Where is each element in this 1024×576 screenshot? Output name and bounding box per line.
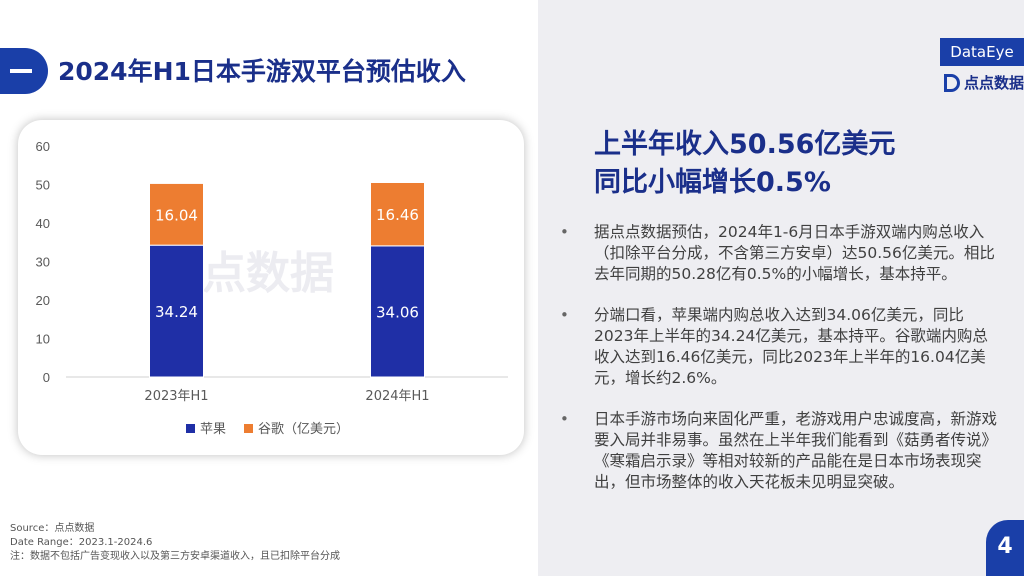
headline: 上半年收入50.56亿美元 同比小幅增长0.5% (594, 126, 895, 202)
bullet-text: 据点点数据预估，2024年1-6月日本手游双端内购总收入（扣除平台分成，不含第三… (594, 223, 995, 283)
right-panel-background (538, 0, 1024, 576)
chart-card: 点点数据 0 10 20 30 40 50 60 34.24 16.04 2023年H1 34.06 1… (18, 120, 524, 455)
footer-notes: Source：点点数据 Date Range：2023.1-2024.6 注：数… (10, 522, 340, 564)
legend-label: 谷歌（亿美元） (258, 422, 349, 437)
bullet-dot-icon: • (560, 410, 569, 428)
data-label: 34.24 (155, 303, 198, 321)
y-tick-label: 60 (36, 139, 50, 154)
bullet-item: • 日本手游市场向来固化严重，老游戏用户忠诚度高，新游戏要入局并非易事。虽然在上半… (560, 409, 1000, 493)
dataeye-logo: DataEye (940, 38, 1024, 66)
bar-segment (149, 244, 204, 378)
bar-segment (370, 181, 425, 247)
legend-swatch (186, 424, 195, 433)
title-dash (10, 69, 32, 73)
footer-date-range: Date Range：2023.1-2024.6 (10, 537, 153, 548)
data-label: 16.46 (376, 206, 419, 224)
bullet-dot-icon: • (560, 223, 569, 241)
bar-segment (149, 182, 204, 246)
headline-line-2: 同比小幅增长0.5% (594, 167, 831, 198)
footer-source: Source：点点数据 (10, 523, 95, 534)
revenue-stacked-bar-chart: 点点数据010203040506034.2416.042023年H134.061… (36, 139, 508, 437)
diandian-logo-text: 点点数据 (964, 74, 1024, 92)
slide-title: 2024年H1日本手游双平台预估收入 (58, 57, 466, 86)
bullet-list: • 据点点数据预估，2024年1-6月日本手游双端内购总收入（扣除平台分成，不含第… (560, 222, 1000, 513)
bullet-text: 分端口看，苹果端内购总收入达到34.06亿美元，同比2023年上半年的34.24… (594, 306, 988, 387)
y-tick-label: 20 (36, 293, 50, 308)
page-number: 4 (986, 520, 1024, 576)
y-tick-label: 50 (36, 178, 50, 193)
headline-line-1: 上半年收入50.56亿美元 (594, 129, 896, 160)
y-tick-label: 0 (43, 370, 50, 385)
bullet-dot-icon: • (560, 306, 569, 324)
bullet-item: • 分端口看，苹果端内购总收入达到34.06亿美元，同比2023年上半年的34.2… (560, 305, 1000, 389)
bar-segment (370, 245, 425, 378)
bullet-text: 日本手游市场向来固化严重，老游戏用户忠诚度高，新游戏要入局并非易事。虽然在上半年… (594, 410, 998, 491)
x-tick-label: 2024年H1 (365, 389, 429, 404)
y-tick-label: 30 (36, 255, 50, 270)
footer-note: 注：数据不包括广告变现收入以及第三方安卓渠道收入，且已扣除平台分成 (10, 551, 340, 562)
y-tick-label: 40 (36, 216, 50, 231)
diandian-logo-icon (944, 74, 960, 92)
legend-label: 苹果 (200, 422, 226, 437)
data-label: 34.06 (376, 303, 419, 321)
title-bar-accent (0, 48, 48, 94)
diandian-logo: 点点数据 (944, 72, 1024, 94)
x-tick-label: 2023年H1 (144, 389, 208, 404)
bullet-item: • 据点点数据预估，2024年1-6月日本手游双端内购总收入（扣除平台分成，不含第… (560, 222, 1000, 285)
y-tick-label: 10 (36, 332, 50, 347)
legend-swatch (244, 424, 253, 433)
data-label: 16.04 (155, 206, 198, 224)
